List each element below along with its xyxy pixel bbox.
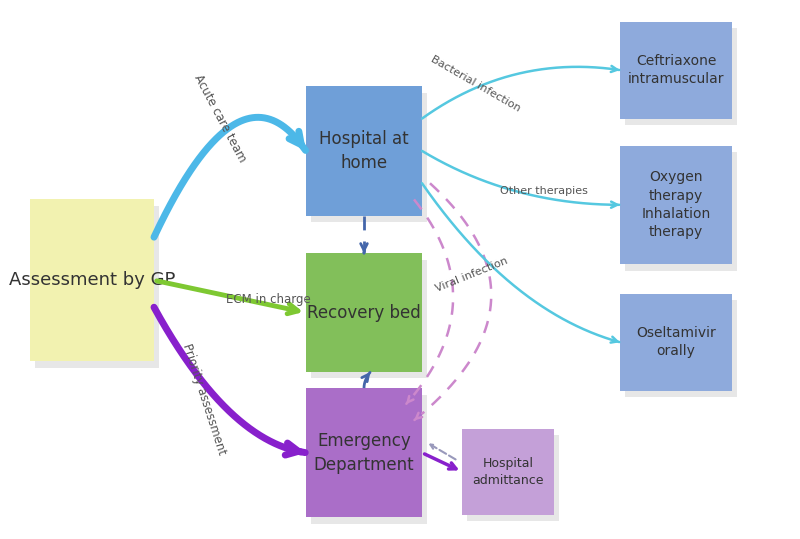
Text: Bacterial infection: Bacterial infection	[430, 54, 522, 113]
Text: Ceftriaxone
intramuscular: Ceftriaxone intramuscular	[628, 54, 724, 86]
Text: Oseltamivir
orally: Oseltamivir orally	[636, 326, 716, 358]
FancyBboxPatch shape	[306, 86, 422, 216]
FancyBboxPatch shape	[620, 146, 732, 264]
FancyBboxPatch shape	[620, 22, 732, 119]
FancyBboxPatch shape	[35, 206, 158, 368]
Text: Acute care team: Acute care team	[191, 72, 249, 165]
Text: Hospital
admittance: Hospital admittance	[472, 457, 544, 487]
FancyBboxPatch shape	[310, 93, 427, 222]
Text: ECM in charge: ECM in charge	[226, 293, 310, 306]
FancyBboxPatch shape	[620, 294, 732, 391]
FancyBboxPatch shape	[306, 388, 422, 517]
Text: Hospital at
home: Hospital at home	[319, 130, 409, 172]
Text: Viral infection: Viral infection	[434, 256, 510, 294]
Text: Priority assessment: Priority assessment	[180, 342, 228, 456]
FancyBboxPatch shape	[306, 253, 422, 372]
FancyBboxPatch shape	[30, 199, 154, 361]
FancyBboxPatch shape	[462, 429, 554, 515]
FancyBboxPatch shape	[310, 395, 427, 524]
Text: Recovery bed: Recovery bed	[307, 303, 421, 322]
FancyBboxPatch shape	[310, 260, 427, 378]
Text: Assessment by GP: Assessment by GP	[9, 271, 175, 289]
FancyBboxPatch shape	[625, 28, 737, 125]
Text: Emergency
Department: Emergency Department	[314, 432, 414, 474]
FancyBboxPatch shape	[625, 152, 737, 271]
Text: Oxygen
therapy
Inhalation
therapy: Oxygen therapy Inhalation therapy	[642, 170, 710, 239]
Text: Other therapies: Other therapies	[500, 186, 588, 196]
FancyBboxPatch shape	[467, 435, 558, 521]
FancyBboxPatch shape	[625, 300, 737, 397]
